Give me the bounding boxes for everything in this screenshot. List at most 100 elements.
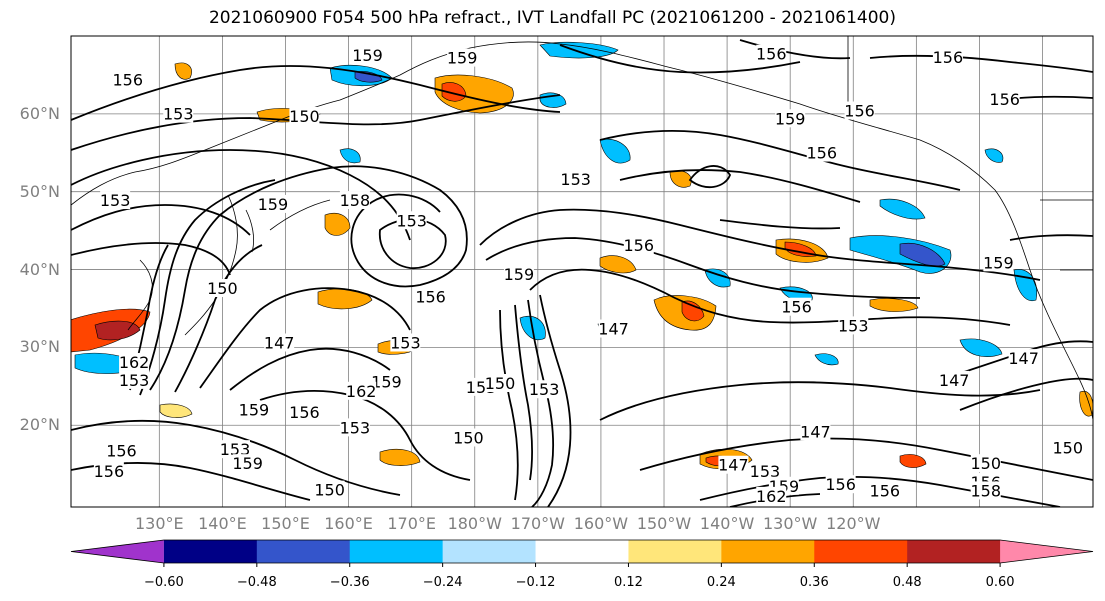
positive-anomaly-patch bbox=[94, 320, 141, 341]
contour-label: 156 bbox=[781, 298, 812, 317]
contour-label: 153 bbox=[560, 170, 591, 189]
contour-label-background bbox=[756, 44, 787, 63]
contour-label: 156 bbox=[415, 288, 446, 307]
contour-label: 156 bbox=[106, 442, 137, 461]
contour-label: 159 bbox=[258, 195, 289, 214]
colorbar-segment bbox=[628, 540, 722, 563]
colorbar-tick-label: −0.36 bbox=[330, 575, 370, 590]
colorbar-tick-label: −0.12 bbox=[516, 575, 556, 590]
contour-label-background bbox=[970, 481, 1001, 500]
contour-label: 162 bbox=[346, 382, 377, 401]
longitude-label: 130°E bbox=[134, 514, 184, 533]
colorbar-segment bbox=[721, 540, 815, 563]
contour-label-background bbox=[806, 143, 837, 162]
contour-label-background bbox=[825, 475, 856, 494]
contour-label: 156 bbox=[989, 90, 1020, 109]
contour-label: 150 bbox=[1052, 439, 1083, 458]
longitude-label: 160°E bbox=[324, 514, 373, 533]
contour-label: 150 bbox=[289, 107, 320, 126]
contour-label-background bbox=[339, 191, 370, 210]
contour-label-background bbox=[781, 297, 812, 316]
contour-label-background bbox=[396, 211, 427, 230]
colorbar-tick-label: −0.60 bbox=[144, 575, 184, 590]
contour-label-background bbox=[289, 106, 320, 125]
contour-label: 147 bbox=[598, 319, 629, 338]
contour-label: 147 bbox=[800, 422, 831, 441]
contour-label: 156 bbox=[844, 102, 875, 121]
contour-label-background bbox=[838, 316, 869, 335]
contour-label: 153 bbox=[529, 380, 560, 399]
negative-anomaly-patch bbox=[879, 198, 926, 220]
contour-label-background bbox=[869, 481, 900, 500]
colorbar-tick-label: −0.24 bbox=[423, 575, 463, 590]
contour-label: 150 bbox=[970, 454, 1001, 473]
contour-label-background bbox=[112, 70, 143, 89]
colorbar-segment bbox=[71, 540, 164, 563]
positive-anomaly-patch bbox=[174, 62, 192, 80]
negative-anomaly-patch bbox=[599, 138, 631, 164]
colorbar-segment bbox=[535, 540, 629, 563]
contour-label: 147 bbox=[939, 371, 970, 390]
longitude-label: 150°W bbox=[636, 514, 692, 533]
negative-anomaly-patch bbox=[339, 148, 361, 164]
positive-anomaly-patch bbox=[869, 298, 919, 312]
contour-label: 162 bbox=[756, 487, 787, 506]
colorbar-tick-label: 0.12 bbox=[614, 575, 643, 590]
contour-label: 153 bbox=[396, 211, 427, 230]
contour-label-background bbox=[100, 191, 131, 210]
coastlines bbox=[71, 36, 1093, 421]
negative-anomaly-patch bbox=[984, 148, 1004, 163]
contour-label: 156 bbox=[94, 462, 125, 481]
longitude-label: 170°E bbox=[387, 514, 436, 533]
contour-label: 156 bbox=[756, 45, 787, 64]
contour-label: 150 bbox=[314, 481, 345, 500]
contour-label-background bbox=[314, 480, 345, 499]
colorbar-segment bbox=[256, 540, 351, 563]
contour-label-background bbox=[1052, 438, 1083, 457]
contour-label-background bbox=[453, 428, 484, 447]
contour-label-background bbox=[932, 47, 963, 66]
contour-label-background bbox=[415, 287, 446, 306]
longitude-label: 130°W bbox=[762, 514, 818, 533]
colorbar: −0.60 −0.48 −0.36 −0.24 −0.12 0.12 0.24 0.36 0.4… bbox=[70, 539, 1094, 590]
contour-label-background bbox=[1008, 349, 1039, 368]
contour-label-background bbox=[93, 461, 124, 480]
contour-label-background bbox=[503, 265, 534, 284]
contour-label: 150 bbox=[453, 428, 484, 447]
contour-label-background bbox=[106, 441, 137, 460]
longitude-label: 140°E bbox=[198, 514, 247, 533]
negative-anomaly-patch bbox=[959, 338, 1003, 357]
contour-label-background bbox=[844, 101, 875, 120]
contour-label: 156 bbox=[113, 70, 144, 89]
contour-label-background bbox=[371, 372, 402, 391]
contour-label: 153 bbox=[390, 334, 421, 353]
negative-anomaly-patch bbox=[899, 242, 946, 267]
colorbar-tick-label: 0.24 bbox=[707, 575, 736, 590]
contour-label-background bbox=[598, 319, 629, 338]
contour-label: 147 bbox=[1008, 349, 1039, 368]
latitude-label: 40°N bbox=[19, 259, 60, 279]
colorbar-segment bbox=[442, 540, 537, 563]
contour-label-background bbox=[939, 370, 970, 389]
colorbar-tick-label: −0.48 bbox=[237, 575, 277, 590]
contour-label-background bbox=[119, 370, 150, 389]
contour-label-background bbox=[718, 455, 749, 474]
longitude-label: 150°E bbox=[261, 514, 310, 533]
contour-label-background bbox=[352, 46, 383, 65]
contour-label: 158 bbox=[340, 191, 371, 210]
colorbar-tick-label: 0.60 bbox=[986, 575, 1015, 590]
longitude-label: 180°W bbox=[447, 514, 502, 533]
contour-label-background bbox=[749, 461, 780, 480]
latitude-label: 50°N bbox=[19, 181, 60, 201]
contour-label: 153 bbox=[340, 418, 371, 437]
positive-anomaly-patch bbox=[599, 255, 637, 274]
contour-lines bbox=[71, 39, 1093, 507]
contour-label-background bbox=[983, 253, 1014, 272]
latitude-label: 20°N bbox=[19, 415, 60, 435]
figure-title: 2021060900 F054 500 hPa refract., IVT La… bbox=[208, 8, 896, 28]
contour-label: 156 bbox=[870, 481, 901, 500]
colorbar-segment bbox=[814, 540, 908, 563]
contour-label-background bbox=[447, 48, 478, 67]
negative-anomaly-patch bbox=[814, 353, 839, 366]
